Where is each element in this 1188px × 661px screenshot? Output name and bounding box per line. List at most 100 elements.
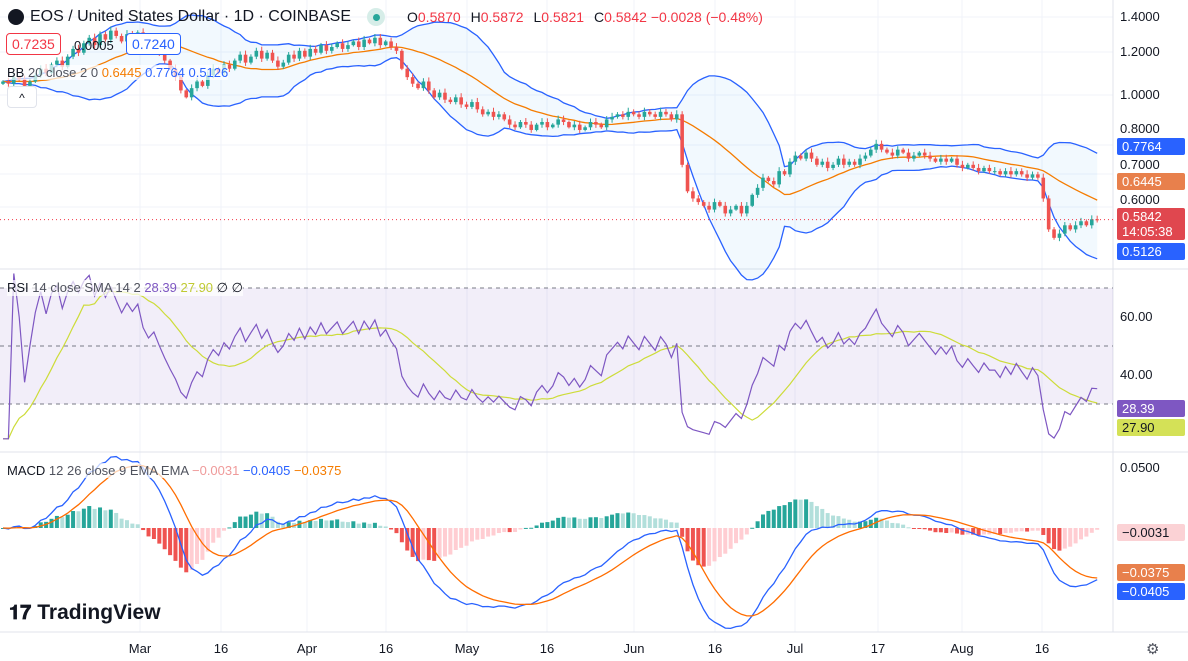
candle: [1030, 174, 1035, 178]
time-tick: 16: [1034, 641, 1050, 656]
candle: [281, 62, 286, 67]
candle: [788, 161, 792, 175]
macd-histogram-bar: [696, 528, 701, 566]
candle: [761, 177, 765, 188]
bb-legend[interactable]: BB 20 close 2 0 0.6445 0.7764 0.5126: [7, 65, 229, 80]
candle: [550, 124, 555, 128]
candle: [464, 104, 469, 107]
macd-histogram-bar: [1068, 528, 1073, 547]
candle: [577, 124, 582, 130]
candle: [513, 124, 517, 128]
macd-histogram-bar: [351, 521, 356, 528]
macd-histogram-bar: [685, 528, 690, 552]
macd-histogram-bar: [442, 528, 447, 557]
macd-histogram-bar: [486, 528, 491, 537]
candle: [987, 167, 992, 172]
candle: [901, 149, 905, 153]
bb-band-fill: [3, 15, 1098, 280]
macd-histogram-bar: [76, 511, 81, 528]
rsi-legend[interactable]: RSI 14 close SMA 14 2 28.39 27.90 ∅ ∅: [7, 280, 243, 296]
macd-histogram-bar: [49, 518, 54, 528]
candle: [238, 54, 242, 61]
candle: [825, 161, 830, 168]
candle: [286, 54, 291, 63]
candle: [432, 90, 436, 98]
symbol-title[interactable]: EOS / United States Dollar · 1D · COINBA…: [30, 8, 351, 25]
candle: [427, 81, 431, 91]
candle: [400, 50, 404, 69]
candle: [76, 48, 81, 53]
macd-histogram-bar: [195, 528, 200, 565]
macd-histogram-bar: [523, 527, 528, 529]
macd-histogram-bar: [712, 528, 717, 562]
candle: [545, 122, 550, 128]
candle: [739, 205, 744, 214]
price-tick: 1.2000: [1120, 44, 1160, 59]
market-status-icon[interactable]: [367, 8, 385, 26]
candle: [470, 102, 474, 107]
buy-price-button[interactable]: 0.7240: [126, 33, 181, 55]
candle: [335, 43, 339, 48]
candle: [168, 60, 172, 69]
macd-histogram-bar: [426, 528, 431, 561]
macd-histogram-bar: [879, 518, 884, 528]
macd-histogram-bar: [189, 528, 194, 570]
candle: [179, 77, 183, 91]
macd-histogram-bar: [275, 521, 280, 528]
macd-legend[interactable]: MACD 12 26 close 9 EMA EMA −0.0031 −0.04…: [7, 463, 342, 478]
macd-histogram-bar: [777, 506, 782, 528]
candle: [696, 198, 701, 203]
price-tick: 1.0000: [1120, 87, 1160, 102]
rsi-sma-line: [3, 290, 1098, 440]
candle: [820, 161, 825, 165]
candle: [206, 75, 210, 86]
candle: [1019, 171, 1024, 175]
macd-histogram-bar: [561, 516, 566, 528]
candle: [1063, 225, 1067, 234]
candle: [998, 171, 1002, 175]
macd-histogram-bar: [734, 528, 739, 544]
collapse-legend-button[interactable]: ^: [7, 86, 37, 108]
price-tick: 0.6000: [1120, 192, 1160, 207]
macd-histogram-bar: [825, 513, 830, 528]
candle: [55, 60, 59, 65]
candle: [114, 30, 118, 36]
candle: [793, 155, 798, 162]
candle: [259, 50, 264, 59]
candle: [303, 50, 307, 57]
settings-gear-icon[interactable]: ⚙: [1146, 641, 1160, 658]
candle: [443, 92, 447, 100]
candle: [939, 158, 943, 162]
candle: [232, 60, 237, 69]
candle: [1025, 174, 1029, 178]
macd-histogram-bar: [944, 528, 949, 534]
macd-histogram-bar: [529, 527, 534, 529]
candle: [92, 37, 97, 46]
macd-histogram-bar: [858, 521, 863, 528]
candle: [637, 114, 641, 117]
candle: [836, 158, 841, 165]
tradingview-logo: 𝟏𝟕 TradingView: [9, 601, 161, 624]
macd-histogram-bar: [108, 509, 113, 528]
candle: [507, 119, 512, 125]
candle: [664, 111, 668, 115]
macd-histogram-bar: [599, 517, 604, 528]
candle: [1052, 229, 1056, 238]
candle: [922, 152, 927, 156]
macd-histogram-bar: [302, 522, 307, 528]
macd-histogram-bar: [130, 523, 135, 528]
macd-tick: 0.0500: [1120, 460, 1160, 475]
candle: [1046, 198, 1051, 230]
macd-histogram-bar: [771, 509, 776, 528]
candle: [626, 111, 631, 117]
macd-histogram-bar: [620, 513, 625, 528]
macd-signal-badge: −0.0375: [1117, 564, 1185, 581]
macd-histogram-bar: [340, 521, 345, 528]
sell-price-button[interactable]: 0.7235: [6, 33, 61, 55]
rsi-tick: 60.00: [1120, 309, 1153, 324]
candle: [868, 149, 873, 156]
macd-histogram-bar: [453, 528, 458, 550]
candle: [195, 81, 199, 89]
candle: [270, 52, 275, 61]
